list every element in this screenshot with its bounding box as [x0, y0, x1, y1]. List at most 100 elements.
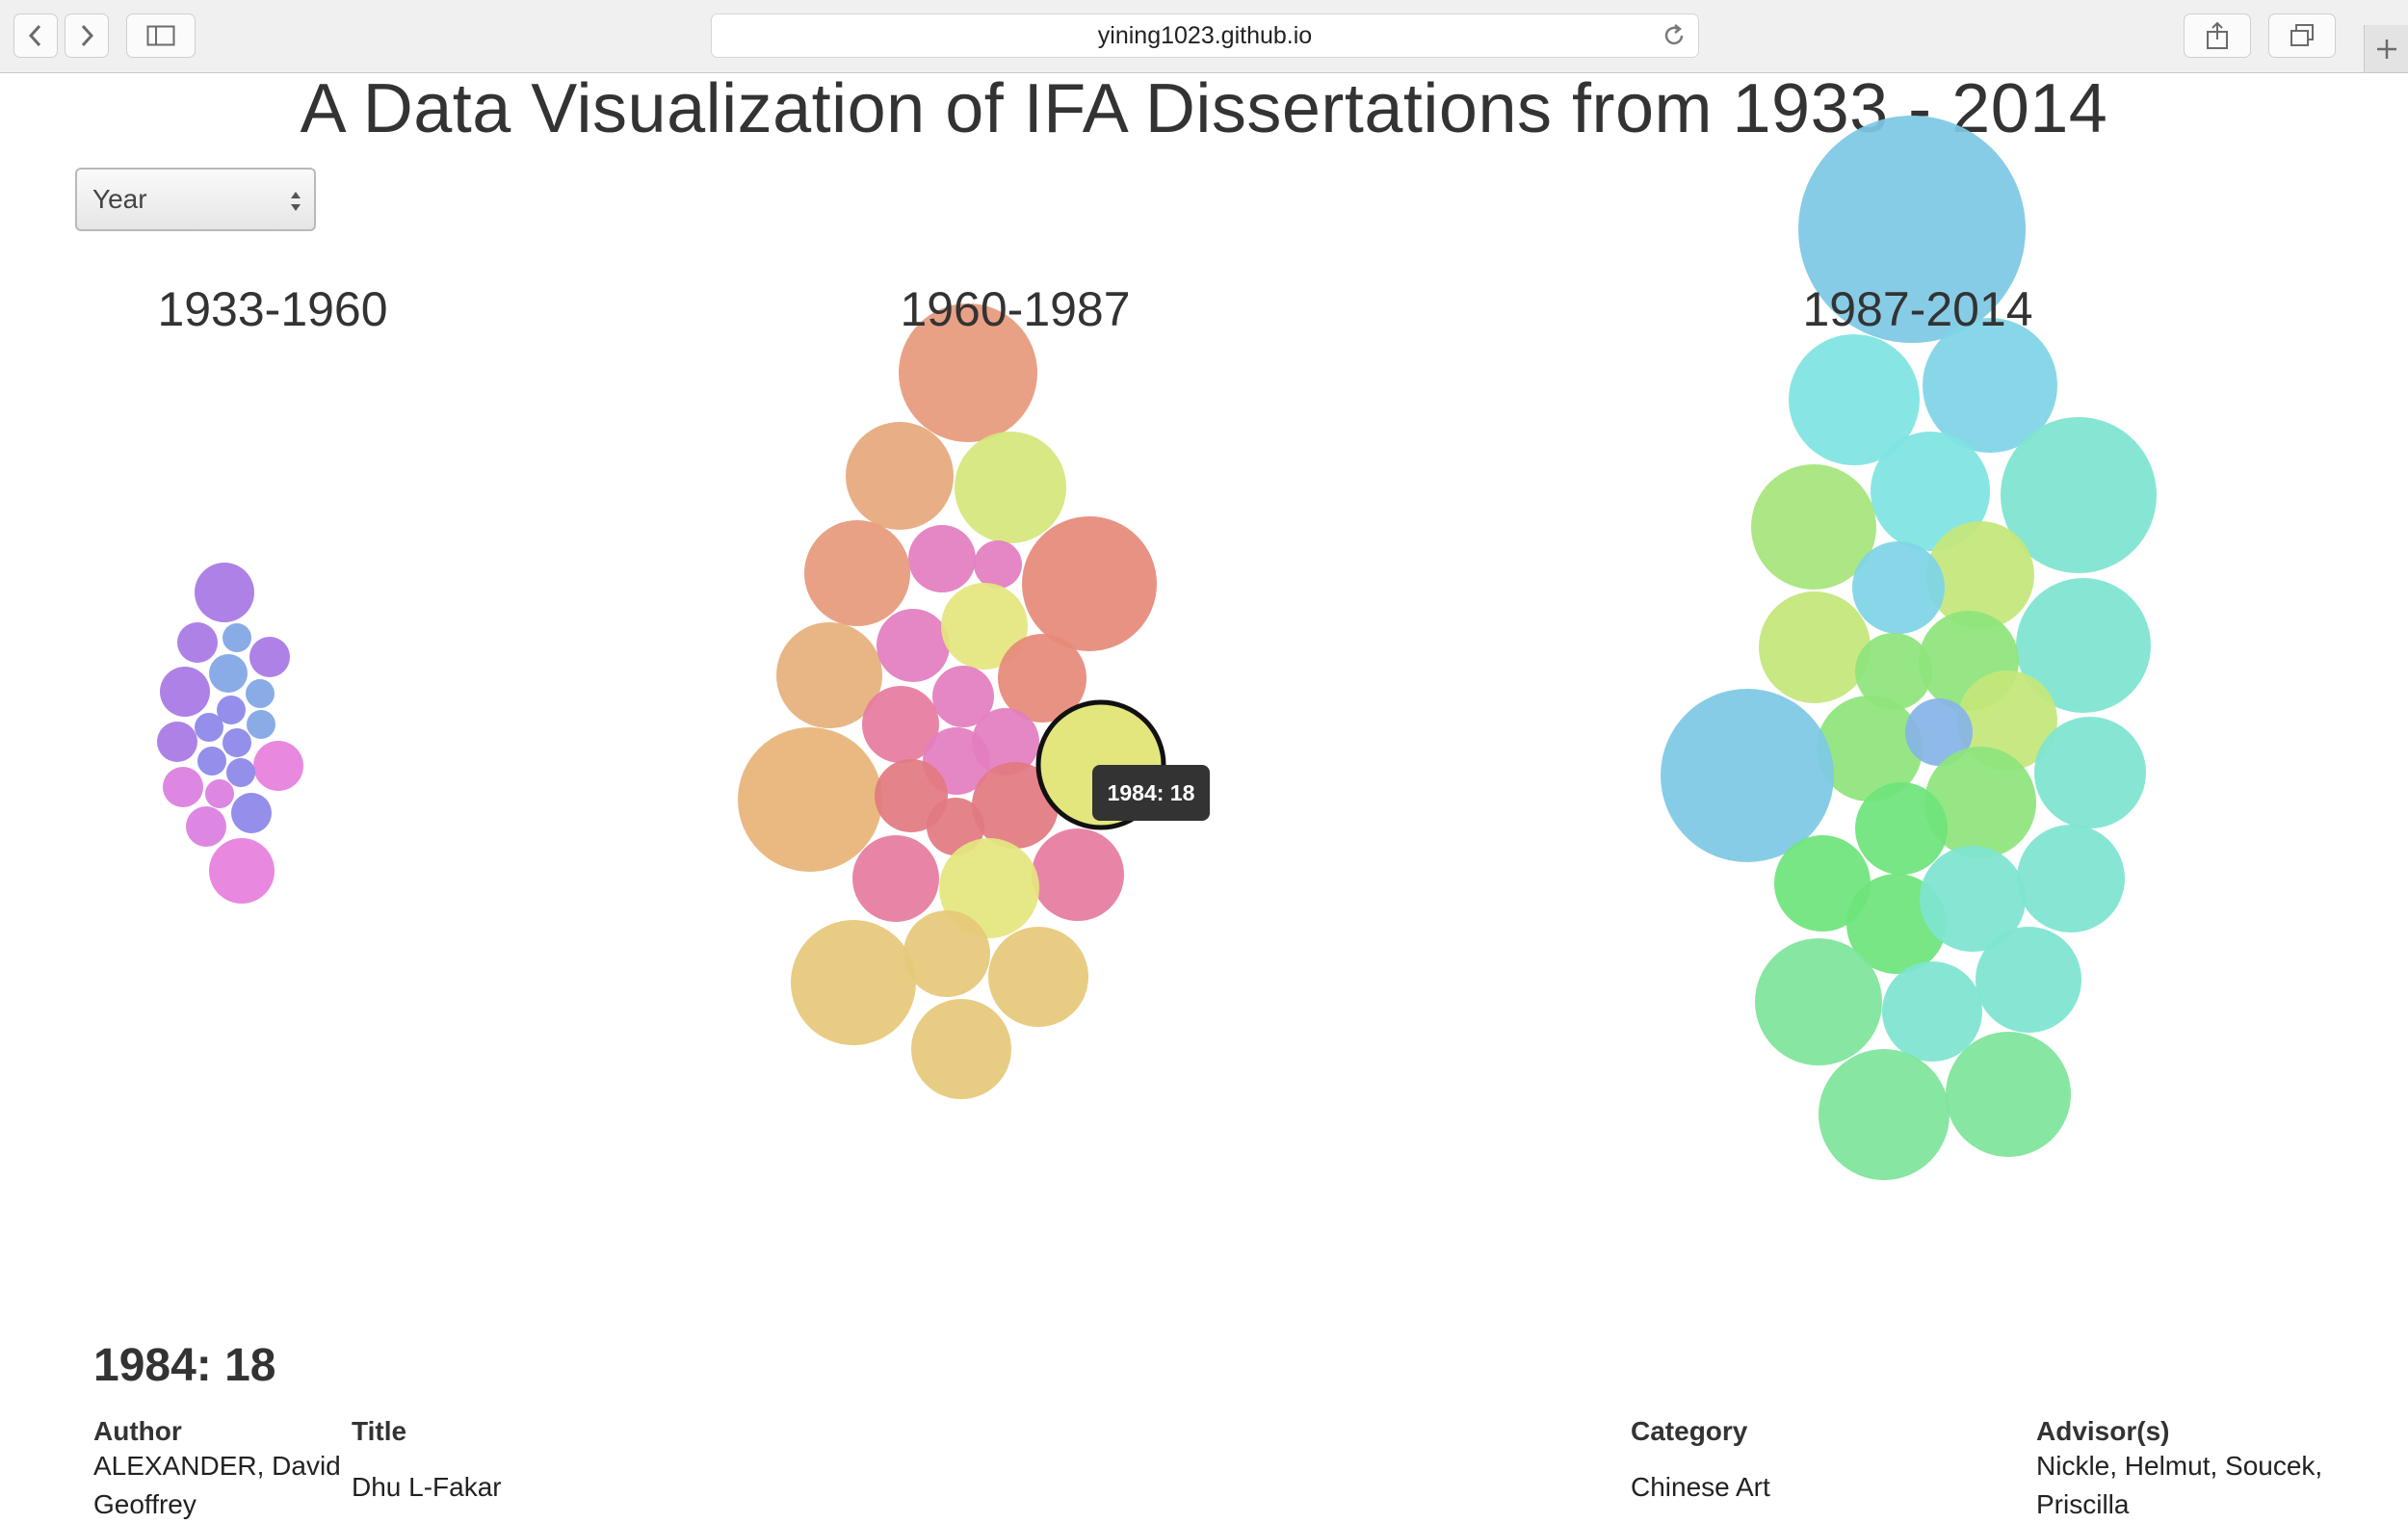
new-tab-button[interactable] — [2364, 25, 2408, 72]
bubble-1933-1960-4[interactable] — [209, 654, 248, 693]
sidebar-button[interactable] — [126, 13, 196, 58]
bubble-1987-2014-2[interactable] — [1923, 318, 2057, 453]
bubble-1960-1987-10[interactable] — [998, 634, 1086, 723]
bubble-1960-1987-11[interactable] — [932, 666, 994, 727]
column-header-advisors: Advisor(s) — [2036, 1416, 2170, 1446]
bubble-1987-2014-19[interactable] — [1774, 835, 1871, 932]
bubble-1987-2014-15[interactable] — [1661, 689, 1834, 862]
forward-button[interactable] — [65, 13, 109, 58]
bubble-1987-2014-1[interactable] — [1789, 334, 1920, 465]
bubble-1960-1987-5[interactable] — [804, 520, 910, 626]
row-title: Dhu L-Fakar — [352, 1472, 502, 1502]
sort-select-value: Year — [92, 184, 147, 214]
bubble-1987-2014-23[interactable] — [1755, 938, 1882, 1065]
tabs-overview-button[interactable] — [2268, 13, 2336, 58]
period-label-1933-1960: 1933-1960 — [157, 282, 388, 336]
bubble-1933-1960-0[interactable] — [195, 563, 254, 622]
bubble-1987-2014-27[interactable] — [1946, 1032, 2071, 1157]
bubble-1987-2014-9[interactable] — [2016, 578, 2151, 713]
bubble-1960-1987-22[interactable] — [903, 910, 990, 997]
bubble-1960-1987-7[interactable] — [776, 622, 882, 728]
bubble-1987-2014-0[interactable] — [1798, 116, 2026, 343]
bubble-1933-1960-9[interactable] — [157, 722, 197, 762]
chevron-right-icon — [81, 24, 94, 47]
bubble-1960-1987-0[interactable] — [899, 303, 1037, 442]
row-category: Chinese Art — [1631, 1472, 1770, 1502]
address-bar[interactable]: yining1023.github.io — [711, 13, 1699, 58]
bubble-1987-2014-8[interactable] — [1759, 591, 1871, 703]
column-header-title: Title — [352, 1416, 407, 1446]
period-label-1987-2014: 1987-2014 — [1802, 282, 2033, 336]
bubble-1960-1987-9[interactable] — [941, 583, 1028, 670]
bubble-1960-1987-21[interactable] — [939, 838, 1039, 938]
reload-icon — [1664, 24, 1684, 45]
bubble-1933-1960-8[interactable] — [195, 713, 223, 742]
bubble-1933-1960-15[interactable] — [163, 767, 203, 807]
bubble-1987-2014-18[interactable] — [1855, 782, 1948, 875]
bubble-1960-1987-2[interactable] — [955, 432, 1066, 543]
bubble-1933-1960-10[interactable] — [222, 728, 251, 757]
bubble-1987-2014-17[interactable] — [2034, 717, 2146, 828]
column-header-author: Author — [93, 1416, 182, 1446]
bubble-1960-1987-18[interactable] — [972, 762, 1059, 849]
bubble-1987-2014-12[interactable] — [1957, 670, 2057, 771]
bubble-1987-2014-7[interactable] — [1852, 541, 1945, 634]
tabs-icon — [2290, 24, 2314, 46]
bubble-1987-2014-21[interactable] — [2017, 825, 2125, 933]
bubble-1987-2014-4[interactable] — [2001, 417, 2157, 573]
bubble-1960-1987-19[interactable] — [1032, 828, 1124, 921]
bubble-1933-1960-17[interactable] — [231, 793, 272, 833]
bubble-1960-1987-12[interactable] — [862, 686, 939, 763]
bubble-1960-1987-24[interactable] — [791, 920, 916, 1045]
bubble-1987-2014-5[interactable] — [1751, 464, 1876, 590]
plus-icon — [2377, 39, 2396, 59]
bubble-1987-2014-3[interactable] — [1871, 432, 1990, 551]
url-text: yining1023.github.io — [1097, 21, 1313, 49]
bubble-1933-1960-3[interactable] — [249, 637, 290, 677]
bubble-1933-1960-11[interactable] — [247, 710, 275, 739]
bubble-1987-2014-26[interactable] — [1819, 1049, 1950, 1180]
selection-heading: 1984: 18 — [93, 1340, 276, 1391]
bubble-1933-1960-14[interactable] — [226, 758, 255, 787]
bubble-1987-2014-10[interactable] — [1855, 633, 1932, 710]
bubble-1960-1987-20[interactable] — [852, 835, 939, 922]
bubble-1960-1987-1[interactable] — [846, 422, 954, 530]
bubble-1987-2014-13[interactable] — [1817, 696, 1923, 801]
period-label-1960-1987: 1960-1987 — [900, 282, 1131, 336]
bubble-1933-1960-16[interactable] — [205, 779, 234, 808]
browser-toolbar: yining1023.github.io — [0, 0, 2408, 73]
bubble-1960-1987-15[interactable] — [738, 727, 882, 872]
bubble-1960-1987-23[interactable] — [988, 927, 1088, 1027]
bubble-1960-1987-3[interactable] — [908, 525, 976, 592]
bubble-1933-1960-12[interactable] — [253, 741, 303, 791]
bubble-1933-1960-6[interactable] — [246, 679, 275, 708]
page-title: A Data Visualization of IFA Dissertation… — [300, 70, 2108, 147]
reload-button[interactable] — [1662, 23, 1687, 55]
bubble-1933-1960-2[interactable] — [222, 623, 251, 652]
row-author: ALEXANDER, David Geoffrey — [93, 1451, 341, 1519]
bubble-1933-1960-13[interactable] — [197, 747, 226, 775]
bubble-1987-2014-6[interactable] — [1926, 521, 2034, 629]
bubble-1933-1960-7[interactable] — [217, 696, 246, 724]
select-arrows-icon — [291, 192, 301, 211]
bubble-1987-2014-14[interactable] — [1905, 698, 1973, 766]
bubble-1960-1987-17[interactable] — [927, 798, 984, 855]
bubble-1987-2014-25[interactable] — [1976, 927, 2081, 1033]
bubble-1960-1987-25[interactable] — [911, 999, 1011, 1099]
bubble-1987-2014-22[interactable] — [1920, 846, 2026, 952]
bubble-1987-2014-16[interactable] — [1924, 747, 2036, 858]
share-icon — [2207, 21, 2228, 49]
bubble-1933-1960-19[interactable] — [209, 838, 275, 904]
share-button[interactable] — [2184, 13, 2251, 58]
back-button[interactable] — [13, 13, 58, 58]
sidebar-icon — [146, 25, 175, 46]
bubble-1933-1960-18[interactable] — [186, 806, 226, 847]
bubble-1960-1987-6[interactable] — [1022, 516, 1157, 651]
row-advisors: Nickle, Helmut, Soucek, Priscilla — [2036, 1451, 2323, 1519]
sort-select[interactable]: Year — [75, 168, 316, 231]
bubble-1933-1960-5[interactable] — [160, 667, 210, 717]
bubble-1933-1960-1[interactable] — [177, 622, 218, 663]
bubble-1960-1987-4[interactable] — [974, 540, 1022, 589]
bubble-1960-1987-8[interactable] — [877, 609, 950, 682]
bubble-1987-2014-24[interactable] — [1882, 961, 1982, 1062]
